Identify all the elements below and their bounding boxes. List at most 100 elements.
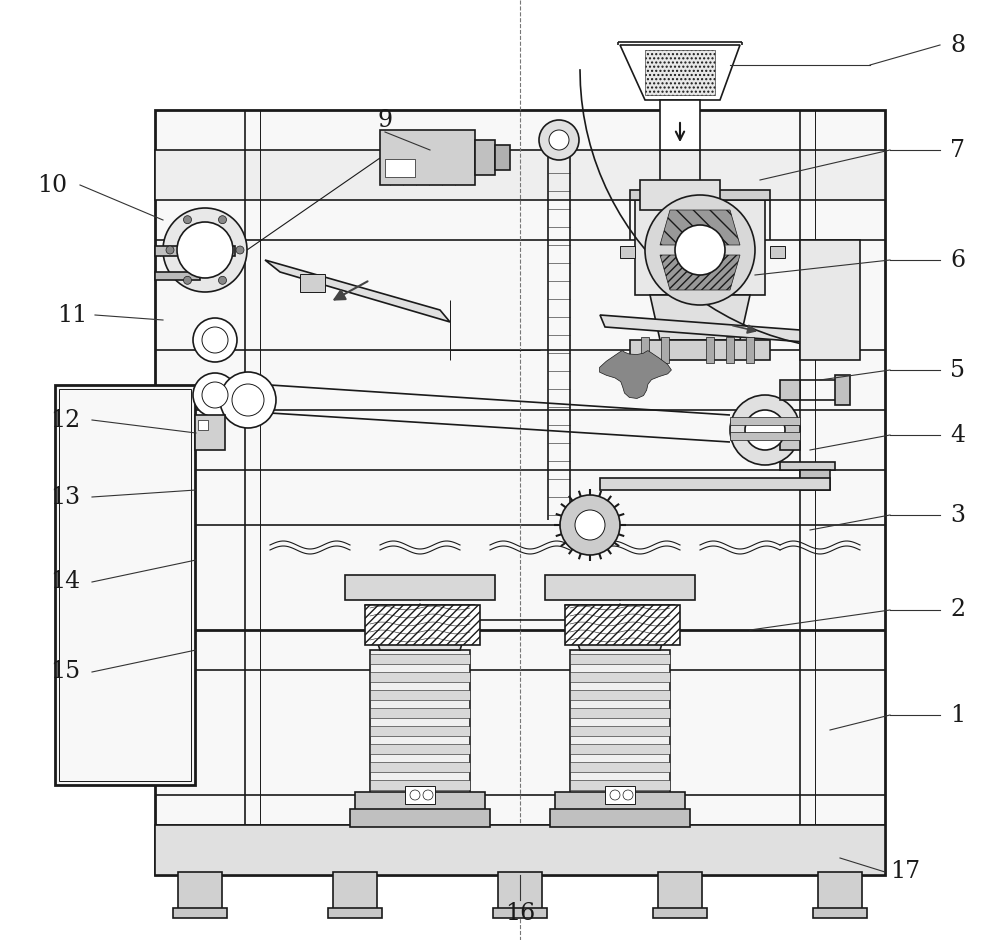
Circle shape <box>177 222 233 278</box>
Text: 1: 1 <box>950 703 966 727</box>
Text: 14: 14 <box>50 571 80 593</box>
Bar <box>370 654 470 664</box>
Bar <box>570 726 670 736</box>
Bar <box>155 825 885 875</box>
Bar <box>730 432 800 440</box>
Text: 9: 9 <box>377 108 393 132</box>
Bar <box>545 575 695 600</box>
Text: 10: 10 <box>37 174 67 196</box>
Bar <box>155 246 235 256</box>
Text: 15: 15 <box>50 661 80 683</box>
Bar <box>370 690 470 700</box>
Bar <box>630 190 770 200</box>
Bar <box>370 762 470 772</box>
Bar <box>370 726 470 736</box>
Circle shape <box>166 246 174 254</box>
Text: 7: 7 <box>950 138 966 162</box>
Polygon shape <box>600 351 671 399</box>
Bar <box>385 159 415 177</box>
Circle shape <box>423 790 433 800</box>
Bar <box>570 654 670 664</box>
Polygon shape <box>365 605 475 650</box>
Bar <box>300 274 325 292</box>
Text: 6: 6 <box>950 248 966 272</box>
Bar <box>726 337 734 363</box>
Circle shape <box>193 373 237 417</box>
Bar <box>653 908 707 918</box>
Circle shape <box>163 208 247 292</box>
Bar <box>570 708 670 718</box>
Bar <box>780 380 800 400</box>
Bar <box>370 744 470 754</box>
Circle shape <box>202 327 228 353</box>
Bar <box>155 110 885 875</box>
Bar <box>59 389 191 781</box>
Circle shape <box>232 384 264 416</box>
Circle shape <box>410 790 420 800</box>
Bar <box>350 809 490 827</box>
Bar <box>370 650 470 795</box>
Bar <box>355 792 485 810</box>
Bar <box>641 337 649 363</box>
Bar <box>55 385 195 785</box>
Bar <box>570 690 670 700</box>
Text: 3: 3 <box>950 504 966 526</box>
Polygon shape <box>265 260 450 322</box>
Bar <box>570 780 670 790</box>
Bar <box>780 462 835 470</box>
Bar <box>495 145 510 170</box>
Circle shape <box>236 246 244 254</box>
Circle shape <box>560 495 620 555</box>
Bar <box>550 809 690 827</box>
Bar <box>565 605 680 645</box>
Circle shape <box>730 395 800 465</box>
Bar <box>730 417 800 425</box>
Bar <box>800 240 860 360</box>
Text: 5: 5 <box>950 358 966 382</box>
Text: 12: 12 <box>50 409 80 431</box>
Bar <box>570 672 670 682</box>
Bar <box>661 337 669 363</box>
Text: 4: 4 <box>950 424 966 446</box>
Bar <box>498 872 542 910</box>
Circle shape <box>675 225 725 275</box>
Polygon shape <box>660 255 740 290</box>
Bar <box>365 605 480 645</box>
Circle shape <box>610 790 620 800</box>
Bar <box>800 470 830 490</box>
Bar <box>635 200 765 295</box>
Bar <box>370 780 470 790</box>
Bar <box>345 575 495 600</box>
Circle shape <box>220 372 276 428</box>
Bar <box>370 672 470 682</box>
Text: 2: 2 <box>950 599 966 621</box>
Circle shape <box>184 215 192 224</box>
Bar <box>370 708 470 718</box>
Bar <box>333 872 377 910</box>
Bar <box>570 650 670 795</box>
Circle shape <box>219 215 227 224</box>
Polygon shape <box>620 45 740 100</box>
Text: 11: 11 <box>57 304 87 326</box>
Text: 8: 8 <box>950 34 966 56</box>
Bar <box>570 762 670 772</box>
Bar <box>493 908 547 918</box>
Circle shape <box>623 790 633 800</box>
Bar <box>780 425 800 450</box>
Bar <box>475 140 495 175</box>
Circle shape <box>539 120 579 160</box>
Bar <box>813 908 867 918</box>
Polygon shape <box>660 210 740 245</box>
Bar <box>818 872 862 910</box>
Bar <box>195 415 225 450</box>
Bar <box>405 786 435 804</box>
Circle shape <box>575 510 605 540</box>
Bar <box>155 272 200 280</box>
Bar <box>600 478 830 490</box>
Bar <box>645 50 715 95</box>
Bar <box>173 908 227 918</box>
Circle shape <box>745 410 785 450</box>
Bar <box>155 150 885 200</box>
Bar <box>198 420 208 430</box>
Bar <box>380 130 475 185</box>
